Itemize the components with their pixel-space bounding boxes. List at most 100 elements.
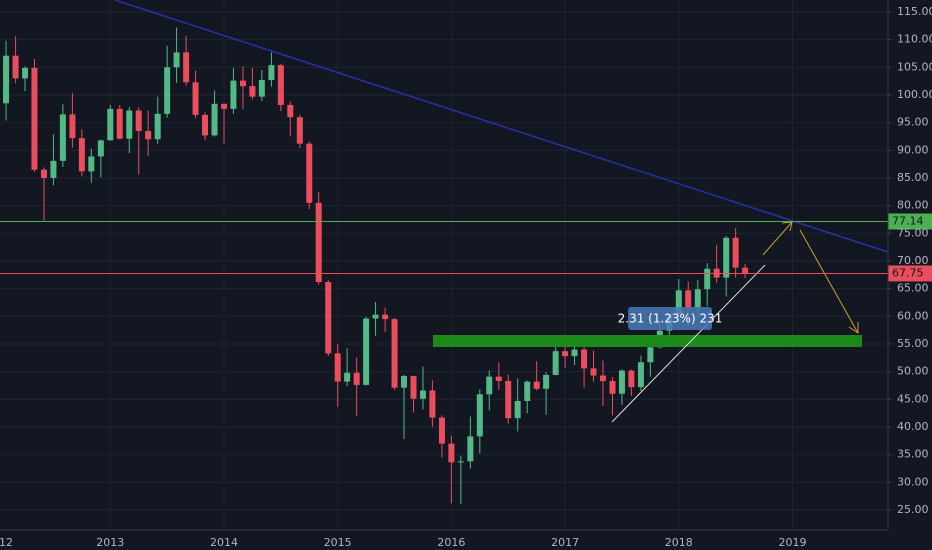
candle-body <box>88 156 95 172</box>
y-tick-label: 90.00 <box>897 143 929 156</box>
y-tick-label: 100.00 <box>897 88 932 101</box>
candle-body <box>505 381 512 419</box>
candle-body <box>154 113 161 140</box>
x-tick-label: 2013 <box>96 536 124 549</box>
candle-body <box>116 108 123 139</box>
y-tick-label: 95.00 <box>897 116 929 129</box>
candle-body <box>419 390 426 399</box>
candle-body <box>382 314 389 320</box>
candle-body <box>69 114 76 139</box>
candle-body <box>363 318 370 385</box>
candle-body <box>732 237 739 268</box>
candle-body <box>618 370 625 394</box>
grid <box>0 0 888 530</box>
candle-body <box>268 65 275 81</box>
candle-body <box>552 351 559 375</box>
candle-body <box>495 376 502 382</box>
candle-body <box>675 290 682 315</box>
x-tick-label: 2015 <box>324 536 352 549</box>
y-tick-label: 45.00 <box>897 392 929 405</box>
candle-body <box>353 372 360 385</box>
x-tick-label: 2018 <box>665 536 693 549</box>
candle-body <box>97 140 104 157</box>
price-label: 77.14 <box>892 214 924 227</box>
y-tick-label: 70.00 <box>897 254 929 267</box>
candle-body <box>220 103 227 109</box>
candle-body <box>704 268 711 290</box>
candle-body <box>78 138 85 172</box>
candle-body <box>562 351 569 357</box>
candle-body <box>410 376 417 399</box>
price-label-box <box>888 265 932 282</box>
candle-body <box>258 80 265 97</box>
candle-body <box>3 55 10 104</box>
candle-body <box>334 353 341 382</box>
candle-body <box>31 67 38 170</box>
candle-body <box>599 375 606 382</box>
x-tick-label: 2017 <box>551 536 579 549</box>
candle-body <box>287 104 294 118</box>
candle-body <box>230 80 237 109</box>
candle-body <box>315 202 322 283</box>
y-tick-label: 50.00 <box>897 365 929 378</box>
candle-body <box>192 82 199 115</box>
candle-body <box>685 290 692 308</box>
candle-body <box>239 80 246 87</box>
candle-body <box>476 394 483 437</box>
x-tick-label: 2019 <box>778 536 806 549</box>
candle-body <box>467 436 474 462</box>
axes: 25.00 30.00 35.00 40.00 45.00 50.00 55.00 60.00… <box>0 5 932 549</box>
y-tick-label: 115.00 <box>897 5 932 18</box>
candle-body <box>637 362 644 388</box>
candle-body <box>344 372 351 382</box>
candle-body <box>296 117 303 144</box>
candle-body <box>391 319 398 388</box>
candle-body <box>429 390 436 418</box>
candle-body <box>742 267 749 274</box>
candle-body <box>126 110 133 139</box>
y-tick-label: 85.00 <box>897 171 929 184</box>
y-tick-label: 80.00 <box>897 199 929 212</box>
candle-body <box>400 376 407 388</box>
y-tick-label: 60.00 <box>897 309 929 322</box>
trend-line <box>114 0 889 253</box>
y-tick-label: 75.00 <box>897 226 929 239</box>
arrow-up <box>762 221 793 256</box>
y-tick-label: 105.00 <box>897 60 932 73</box>
arrow-down <box>799 229 859 334</box>
candle-body <box>372 314 379 319</box>
y-tick-label: 55.00 <box>897 337 929 350</box>
candle-body <box>609 381 616 394</box>
candle-body <box>12 55 19 79</box>
candle-body <box>145 130 152 140</box>
candle-body <box>211 103 218 136</box>
candle-body <box>590 368 597 376</box>
arrow-head <box>781 221 793 232</box>
y-tick-label: 25.00 <box>897 503 929 516</box>
y-tick-label: 65.00 <box>897 282 929 295</box>
candle-body <box>581 349 588 369</box>
candle-body <box>533 381 540 389</box>
rising-trend-line <box>611 264 766 423</box>
candle-body <box>723 237 730 278</box>
candle-body <box>647 347 654 363</box>
candle-body <box>173 52 180 68</box>
price-label-box <box>888 213 932 230</box>
x-tick-label: 2014 <box>210 536 238 549</box>
candle-body <box>277 65 284 105</box>
candle-body <box>325 282 332 354</box>
candle-body <box>164 67 171 114</box>
y-tick-label: 35.00 <box>897 448 929 461</box>
candle-body <box>543 374 550 389</box>
candle-body <box>694 289 701 308</box>
candle-body <box>514 400 521 419</box>
support-zone <box>433 335 862 347</box>
candle-body <box>438 417 445 444</box>
x-tick-label: 12 <box>0 536 13 549</box>
candle-body <box>22 67 29 79</box>
candle-body <box>135 110 142 131</box>
candle-body <box>59 114 66 161</box>
candle-body <box>571 349 578 357</box>
candle-body <box>628 370 635 388</box>
